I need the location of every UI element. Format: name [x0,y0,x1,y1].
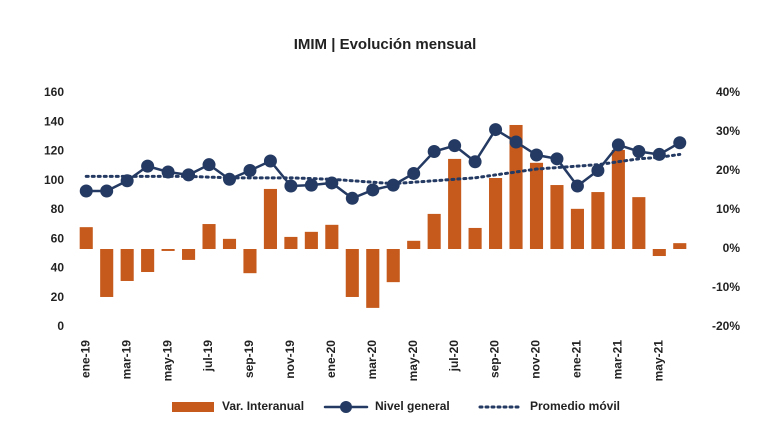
y-tick-label: 80 [51,202,65,216]
marker [673,136,687,150]
x-tick-label: nov-19 [283,340,297,379]
marker [100,184,114,198]
bar [652,249,666,257]
bar [79,227,93,249]
marker [202,158,216,172]
marker [530,148,543,162]
marker [489,123,503,137]
y-tick-label: 140 [44,114,64,128]
legend-swatch [172,402,214,412]
bar [100,249,114,297]
bar [284,236,298,249]
line [84,152,682,186]
x-tick-label: mar-21 [611,340,625,380]
bar [407,240,421,249]
y2-tick-label: 0% [723,241,741,255]
marker [509,135,523,149]
x-tick-label: ene-21 [570,340,584,378]
marker [550,152,564,166]
y-tick-label: 120 [44,144,64,158]
bar [222,238,237,249]
bar [161,249,175,251]
marker [223,172,236,186]
x-tick-label: sep-19 [242,340,256,378]
x-tick-label: jul-20 [447,340,461,373]
chart-title: IMIM | Evolución mensual [294,36,477,53]
y-tick-label: 60 [51,231,65,245]
x-tick-label: jul-19 [201,340,215,373]
marker [366,183,380,197]
marker [284,179,298,193]
marker [448,139,462,153]
marker [570,179,584,193]
legend-label: Nivel general [375,399,450,413]
marker [243,164,257,178]
bar [325,224,339,249]
legend-marker [340,401,352,413]
marker [427,145,441,158]
y-tick-label: 100 [44,173,64,187]
bar [570,208,584,249]
marker [345,191,359,205]
y2-tick-label: 30% [716,124,740,138]
y2-tick-label: 40% [716,85,740,99]
y2-tick-label: 20% [716,163,740,177]
marker [611,138,625,152]
x-tick-label: ene-20 [324,340,338,378]
x-tick-label: ene-19 [78,340,92,378]
legend-label: Promedio móvil [530,399,620,413]
x-tick-label: mar-20 [365,340,379,380]
y-tick-label: 160 [44,85,64,99]
bar [202,224,216,249]
bar [550,185,564,249]
x-tick-label: may-21 [651,340,665,382]
y-tick-label: 20 [51,290,65,304]
bar [468,227,482,249]
marker [632,145,646,158]
bar [386,249,400,283]
y-tick-label: 40 [51,261,65,275]
bar [632,197,646,249]
y2-tick-label: 10% [716,202,740,216]
marker [304,178,318,192]
x-tick-label: may-20 [406,340,420,382]
bar [263,188,277,249]
y2-tick-label: -10% [712,280,740,294]
bar [182,249,196,260]
bar [345,249,359,297]
x-tick-label: nov-20 [529,340,543,379]
marker [263,154,277,168]
bar [509,124,523,249]
marker [79,184,93,198]
bar [120,249,134,281]
x-tick-label: may-19 [160,340,174,382]
x-tick-label: mar-19 [119,340,133,380]
bar [448,158,462,249]
bar [366,249,380,308]
marker [407,166,421,180]
bar [611,149,625,249]
marker [468,155,482,169]
marker [591,164,605,178]
bar [529,162,544,249]
x-tick-label: sep-20 [488,340,502,378]
bar [591,192,605,249]
bar [489,178,503,249]
y-tick-label: 0 [57,319,64,333]
bar [243,249,257,274]
marker [141,159,155,173]
bar [141,249,155,273]
y2-tick-label: -20% [712,319,740,333]
bar [304,231,318,249]
bar [427,213,441,249]
legend-label: Var. Interanual [222,399,304,413]
bar [673,243,687,249]
